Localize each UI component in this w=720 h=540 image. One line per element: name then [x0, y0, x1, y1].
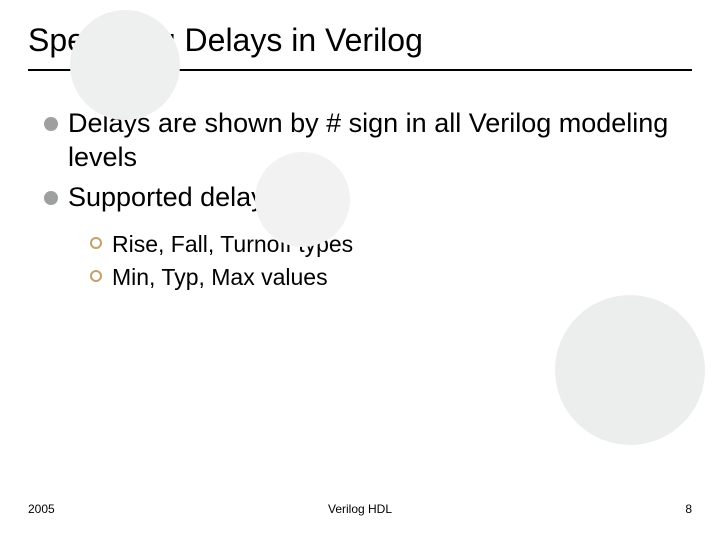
disc-bullet-icon [44, 117, 58, 131]
ring-bullet-icon [90, 270, 102, 282]
decorative-circle [555, 295, 705, 445]
bullet-level-2: Min, Typ, Max values [90, 263, 676, 292]
page-number: 8 [685, 502, 692, 516]
sub-bullet-text: Min, Typ, Max values [112, 263, 328, 292]
sub-bullet-list: Rise, Fall, Turnoff types Min, Typ, Max v… [44, 220, 676, 292]
bullet-text: Delays are shown by # sign in all Verilo… [68, 107, 676, 175]
footer-center-text: Verilog HDL [328, 502, 392, 516]
bullet-level-2: Rise, Fall, Turnoff types [90, 230, 676, 259]
slide: Specifying Delays in Verilog Delays are … [0, 0, 720, 540]
footer: 2005 Verilog HDL 8 [0, 502, 720, 522]
footer-year: 2005 [28, 502, 55, 516]
decorative-circle [70, 10, 180, 120]
bullet-level-1: Supported delay types [44, 181, 676, 215]
decorative-circle [255, 152, 350, 247]
disc-bullet-icon [44, 191, 58, 205]
ring-bullet-icon [90, 237, 102, 249]
